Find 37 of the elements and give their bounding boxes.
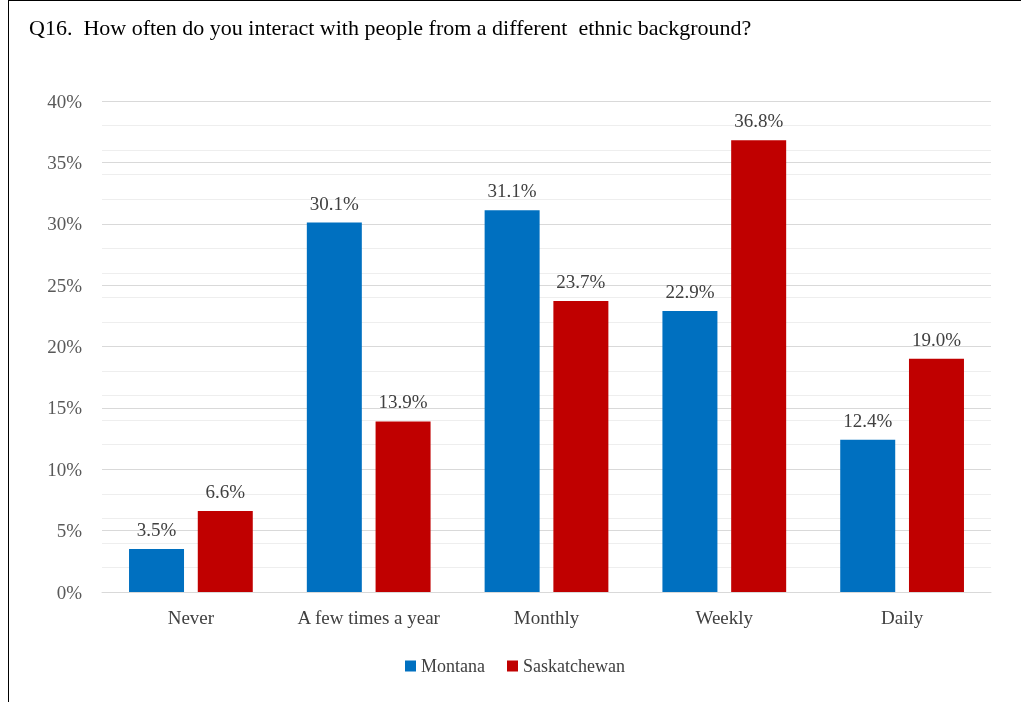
data-label: 23.7%: [556, 271, 606, 293]
data-label: 6.6%: [205, 480, 246, 502]
data-label: 30.1%: [309, 192, 360, 214]
bar: [375, 421, 431, 592]
y-tick-label: 30%: [47, 213, 83, 235]
bar: [553, 301, 609, 592]
x-tick-label: Never: [167, 607, 215, 628]
bar: [129, 549, 185, 592]
bar: [197, 510, 253, 592]
chart-title: Q16. How often do you interact with people from a different ethnic background?: [29, 14, 752, 40]
bar: [306, 222, 362, 592]
legend-label: Montana: [421, 656, 486, 676]
data-label: 12.4%: [843, 409, 893, 431]
data-label: 13.9%: [378, 391, 428, 413]
data-label: 22.9%: [665, 280, 715, 302]
y-tick-label: 20%: [47, 336, 83, 357]
y-tick-label: 5%: [56, 520, 83, 542]
y-tick-label: 40%: [47, 90, 83, 112]
bar: [484, 210, 540, 592]
bar: [662, 310, 718, 592]
bar: [731, 140, 787, 592]
x-tick-label: Monthly: [513, 607, 580, 628]
y-tick-label: 25%: [47, 274, 83, 296]
x-tick-label: A few times a year: [297, 607, 441, 628]
bar: [840, 439, 896, 592]
y-tick-label: 15%: [47, 397, 83, 419]
x-tick-label: Weekly: [695, 607, 754, 628]
y-tick-label: 0%: [56, 581, 83, 603]
data-label: 36.8%: [734, 110, 784, 132]
y-tick-label: 35%: [47, 151, 83, 173]
bar: [908, 358, 964, 592]
y-tick-label: 10%: [47, 458, 83, 480]
data-label: 3.5%: [136, 519, 177, 541]
legend-label: Saskatchewan: [523, 656, 625, 676]
data-label: 31.1%: [487, 180, 537, 202]
data-label: 19.0%: [911, 328, 962, 350]
x-tick-label: Daily: [880, 607, 924, 628]
